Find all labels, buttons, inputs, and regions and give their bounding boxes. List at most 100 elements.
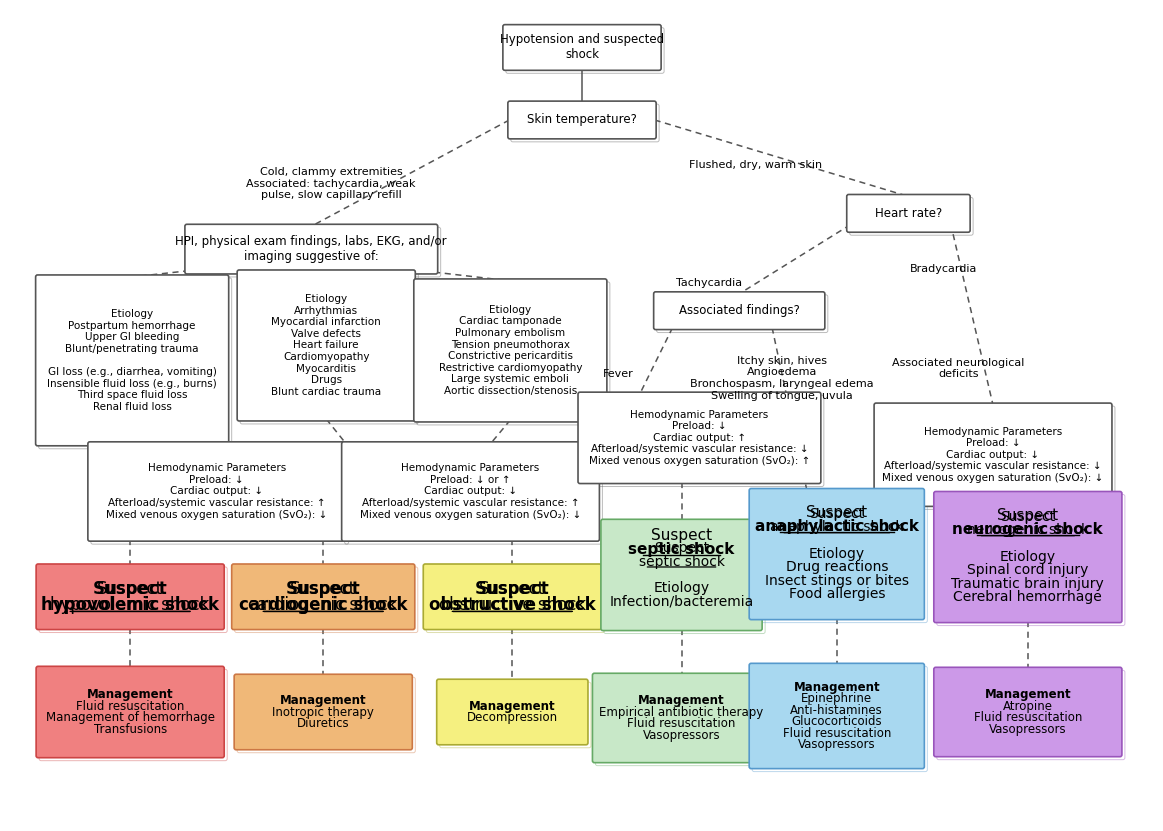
Text: Fluid resuscitation: Fluid resuscitation <box>973 711 1082 724</box>
Text: Transfusions: Transfusions <box>93 723 166 735</box>
Text: Decompression: Decompression <box>466 711 558 724</box>
Text: Hemodynamic Parameters
Preload: ↓
Cardiac output: ↓
Afterload/systemic vascular : Hemodynamic Parameters Preload: ↓ Cardia… <box>883 426 1104 483</box>
Text: Epinephrine: Epinephrine <box>801 692 872 706</box>
Text: Suspect: Suspect <box>809 507 864 521</box>
Text: Traumatic brain injury: Traumatic brain injury <box>951 577 1104 591</box>
Text: Hemodynamic Parameters
Preload: ↓
Cardiac output: ↓
Afterload/systemic vascular : Hemodynamic Parameters Preload: ↓ Cardia… <box>106 464 328 519</box>
FancyBboxPatch shape <box>185 224 437 274</box>
Text: Tachycardia: Tachycardia <box>677 278 742 288</box>
FancyBboxPatch shape <box>436 679 588 745</box>
Text: Cold, clammy extremities
Associated: tachycardia, weak
pulse, slow capillary ref: Cold, clammy extremities Associated: tac… <box>247 167 416 200</box>
Text: Suspect: Suspect <box>806 505 868 520</box>
FancyBboxPatch shape <box>749 663 925 769</box>
Text: Etiology
Arrhythmias
Myocardial infarction
Valve defects
Heart failure
Cardiomyo: Etiology Arrhythmias Myocardial infarcti… <box>271 294 381 397</box>
Text: Vasopressors: Vasopressors <box>643 729 720 741</box>
Text: Suspect: Suspect <box>97 580 163 597</box>
Text: cardiogenic shock: cardiogenic shock <box>249 596 398 614</box>
Text: Management: Management <box>469 700 556 713</box>
Text: Atropine: Atropine <box>1003 700 1053 713</box>
Text: Hemodynamic Parameters
Preload: ↓ or ↑
Cardiac output: ↓
Afterload/systemic vasc: Hemodynamic Parameters Preload: ↓ or ↑ C… <box>359 464 582 519</box>
Text: Itchy skin, hives
Angioedema
Bronchospasm, laryngeal edema
Swelling of tongue, u: Itchy skin, hives Angioedema Bronchospas… <box>690 356 873 401</box>
FancyBboxPatch shape <box>342 442 599 541</box>
FancyBboxPatch shape <box>36 275 229 445</box>
Text: Associated neurological
deficits: Associated neurological deficits <box>892 357 1025 379</box>
FancyBboxPatch shape <box>875 403 1112 506</box>
Text: Anti-histamines: Anti-histamines <box>791 704 883 717</box>
FancyBboxPatch shape <box>231 564 415 630</box>
Text: Hypotension and suspected
shock: Hypotension and suspected shock <box>500 33 664 61</box>
Text: Flushed, dry, warm skin: Flushed, dry, warm skin <box>688 160 822 170</box>
Text: Fluid resuscitation: Fluid resuscitation <box>783 726 891 740</box>
Text: Cerebral hemorrhage: Cerebral hemorrhage <box>954 590 1103 604</box>
FancyBboxPatch shape <box>502 25 661 71</box>
Text: HPI, physical exam findings, labs, EKG, and/or
imaging suggestive of:: HPI, physical exam findings, labs, EKG, … <box>176 235 447 263</box>
Text: septic shock: septic shock <box>628 542 735 557</box>
Text: Fever: Fever <box>602 369 633 379</box>
FancyBboxPatch shape <box>601 519 762 631</box>
Text: Management: Management <box>793 681 880 694</box>
Text: Hemodynamic Parameters
Preload: ↓
Cardiac output: ↑
Afterload/systemic vascular : Hemodynamic Parameters Preload: ↓ Cardia… <box>588 410 811 466</box>
FancyBboxPatch shape <box>36 666 224 758</box>
FancyBboxPatch shape <box>934 667 1122 757</box>
Text: Inotropic therapy: Inotropic therapy <box>272 706 374 719</box>
Text: cardiogenic shock: cardiogenic shock <box>238 596 407 614</box>
Text: Suspect: Suspect <box>93 580 167 597</box>
Text: Management: Management <box>87 688 173 701</box>
Text: Skin temperature?: Skin temperature? <box>527 114 637 126</box>
Text: neurogenic shock: neurogenic shock <box>952 522 1104 537</box>
FancyBboxPatch shape <box>847 194 970 232</box>
Text: Suspect: Suspect <box>479 580 545 597</box>
Text: neurogenic shock: neurogenic shock <box>966 524 1089 537</box>
Text: Management: Management <box>280 694 366 707</box>
FancyBboxPatch shape <box>508 101 656 139</box>
Text: septic shock: septic shock <box>638 554 725 568</box>
FancyBboxPatch shape <box>36 564 224 630</box>
Text: obstructive shock: obstructive shock <box>438 596 586 614</box>
FancyBboxPatch shape <box>592 673 771 763</box>
Text: anaphylactic shock: anaphylactic shock <box>755 519 919 534</box>
Text: Management: Management <box>638 695 725 707</box>
Text: Glucocorticoids: Glucocorticoids <box>792 715 882 728</box>
Text: Suspect: Suspect <box>651 528 712 543</box>
Text: Vasopressors: Vasopressors <box>989 723 1066 735</box>
Text: anaphylactic shock: anaphylactic shock <box>770 520 904 534</box>
Text: Empirical antibiotic therapy: Empirical antibiotic therapy <box>599 706 764 719</box>
Text: obstructive shock: obstructive shock <box>429 596 595 614</box>
Text: Suspect: Suspect <box>998 508 1058 523</box>
FancyBboxPatch shape <box>423 564 601 630</box>
FancyBboxPatch shape <box>654 292 825 330</box>
Text: hypovolemic shock: hypovolemic shock <box>50 596 209 614</box>
Text: Etiology: Etiology <box>808 547 865 561</box>
Text: Etiology: Etiology <box>654 582 709 595</box>
Text: Fluid resuscitation: Fluid resuscitation <box>627 717 736 730</box>
Text: hypovolemic shock: hypovolemic shock <box>41 596 219 614</box>
Text: Spinal cord injury: Spinal cord injury <box>968 563 1089 578</box>
Text: Suspect: Suspect <box>1000 509 1055 524</box>
Text: Bradycardia: Bradycardia <box>909 264 977 274</box>
Text: Associated findings?: Associated findings? <box>679 304 800 317</box>
Text: Etiology
Cardiac tamponade
Pulmonary embolism
Tension pneumothorax
Constrictive : Etiology Cardiac tamponade Pulmonary emb… <box>438 305 583 396</box>
FancyBboxPatch shape <box>749 489 925 620</box>
FancyBboxPatch shape <box>237 270 415 421</box>
FancyBboxPatch shape <box>934 491 1122 622</box>
Text: Infection/bacteremia: Infection/bacteremia <box>609 595 754 609</box>
Text: Diuretics: Diuretics <box>297 717 350 730</box>
Text: Heart rate?: Heart rate? <box>875 207 942 220</box>
Text: Management of hemorrhage: Management of hemorrhage <box>45 711 215 724</box>
Text: Etiology
Postpartum hemorrhage
Upper GI bleeding
Blunt/penetrating trauma

GI lo: Etiology Postpartum hemorrhage Upper GI … <box>48 309 217 412</box>
FancyBboxPatch shape <box>578 392 821 484</box>
FancyBboxPatch shape <box>414 279 607 422</box>
Text: Management: Management <box>985 688 1071 701</box>
Text: Suspect: Suspect <box>286 580 361 597</box>
Text: Etiology: Etiology <box>1000 550 1056 564</box>
Text: Suspect: Suspect <box>654 541 709 555</box>
Text: Insect stings or bites: Insect stings or bites <box>765 574 908 588</box>
Text: Suspect: Suspect <box>475 580 550 597</box>
Text: Food allergies: Food allergies <box>789 588 885 602</box>
Text: Drug reactions: Drug reactions <box>785 560 889 574</box>
Text: Vasopressors: Vasopressors <box>798 738 876 751</box>
FancyBboxPatch shape <box>234 674 413 750</box>
FancyBboxPatch shape <box>88 442 345 541</box>
Text: Suspect: Suspect <box>291 580 356 597</box>
Text: Fluid resuscitation: Fluid resuscitation <box>76 700 185 713</box>
